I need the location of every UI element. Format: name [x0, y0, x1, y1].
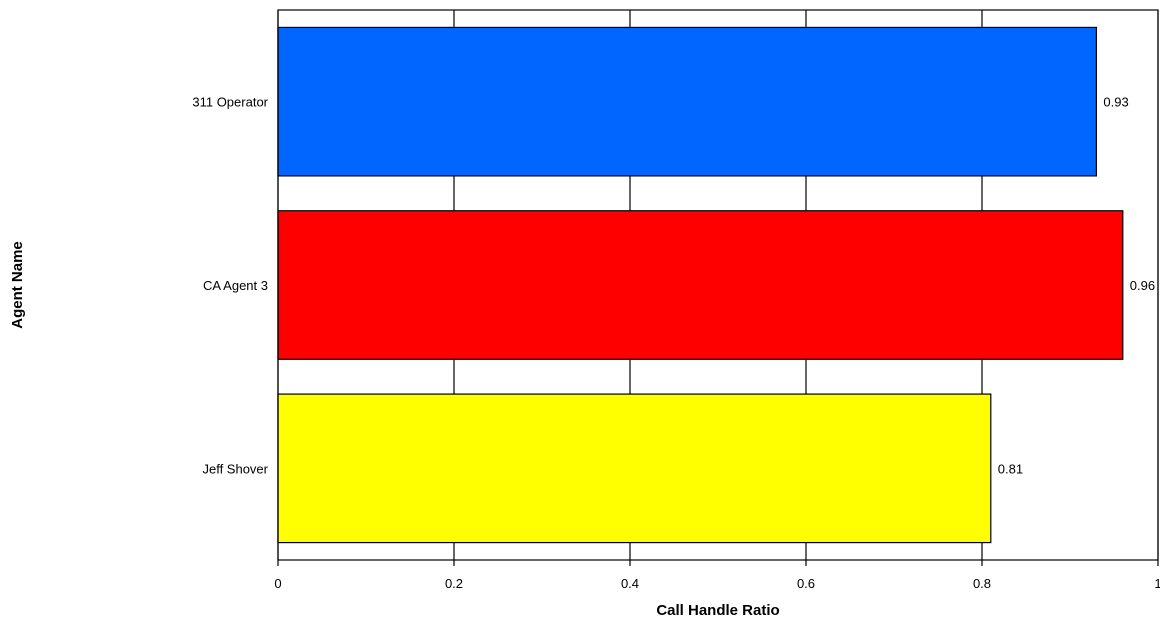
x-tick-label: 0.4: [621, 576, 639, 591]
data-label: 0.93: [1103, 95, 1128, 110]
x-tick-label: 0.8: [973, 576, 991, 591]
bar: [277, 26, 1098, 177]
x-tick-label: 0: [274, 576, 281, 591]
x-tick-label: 0.6: [797, 576, 815, 591]
x-tick-label: 1: [1154, 576, 1160, 591]
bars: [277, 26, 1124, 544]
category-label: 311 Operator: [192, 95, 268, 110]
data-label: 0.96: [1130, 278, 1155, 293]
plot-area-frame: [277, 9, 1159, 561]
y-axis-title: Agent Name: [9, 241, 26, 329]
category-label: CA Agent 3: [203, 278, 268, 293]
bar: [277, 393, 992, 544]
data-label: 0.81: [998, 461, 1023, 476]
category-label: Jeff Shover: [202, 461, 268, 476]
x-tick-label: 0.2: [445, 576, 463, 591]
x-axis-title: Call Handle Ratio: [656, 602, 779, 619]
bar: [277, 210, 1124, 360]
